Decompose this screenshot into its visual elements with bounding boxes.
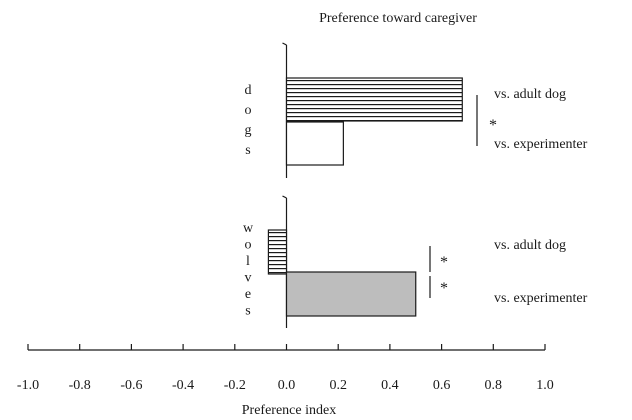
group-letter: o — [245, 238, 252, 253]
x-axis-label: Preference index — [242, 403, 336, 418]
group-letter: s — [245, 304, 250, 319]
bar-label: vs. experimenter — [494, 137, 588, 152]
significance-star: * — [440, 254, 448, 271]
x-tick-label: -1.0 — [17, 378, 39, 393]
bar-dogs-0 — [285, 77, 463, 122]
bar-dogs-1 — [285, 121, 344, 166]
zero-line-cap — [282, 42, 287, 46]
bar-label: vs. adult dog — [494, 87, 566, 102]
x-tick-label: -0.6 — [120, 378, 142, 393]
group-letter: v — [245, 271, 252, 286]
x-tick-label: -0.8 — [69, 378, 91, 393]
group-letter: o — [245, 103, 252, 118]
x-tick-label: 1.0 — [536, 378, 554, 393]
chart-title: Preference toward caregiver — [319, 11, 477, 26]
group-letter: w — [243, 221, 254, 236]
group-letter: l — [246, 254, 250, 269]
significance-star: * — [489, 117, 497, 134]
x-tick-label: -0.4 — [172, 378, 194, 393]
group-letter: g — [245, 123, 252, 138]
group-letter: d — [245, 83, 252, 98]
group-letter: s — [245, 143, 250, 158]
group-letter: e — [245, 287, 251, 302]
axis-layer: -1.0 -0.8 -0.6 -0.4 -0.2 0.0 0.2 0.4 0.6 0.8 1.0 — [17, 42, 554, 393]
bars-layer — [267, 77, 463, 317]
bar-label: vs. adult dog — [494, 238, 566, 253]
x-tick-label: 0.0 — [278, 378, 296, 393]
x-tick-label: 0.8 — [485, 378, 503, 393]
x-tick-label: 0.6 — [433, 378, 451, 393]
zero-line-cap — [282, 195, 287, 199]
x-tick-label: -0.2 — [224, 378, 246, 393]
bar-label: vs. experimenter — [494, 291, 588, 306]
significance-star: * — [440, 280, 448, 297]
x-tick-label: 0.2 — [329, 378, 347, 393]
bar-wolves-1 — [285, 271, 417, 317]
bar-wolves-0 — [267, 229, 288, 275]
x-tick-label: 0.4 — [381, 378, 399, 393]
